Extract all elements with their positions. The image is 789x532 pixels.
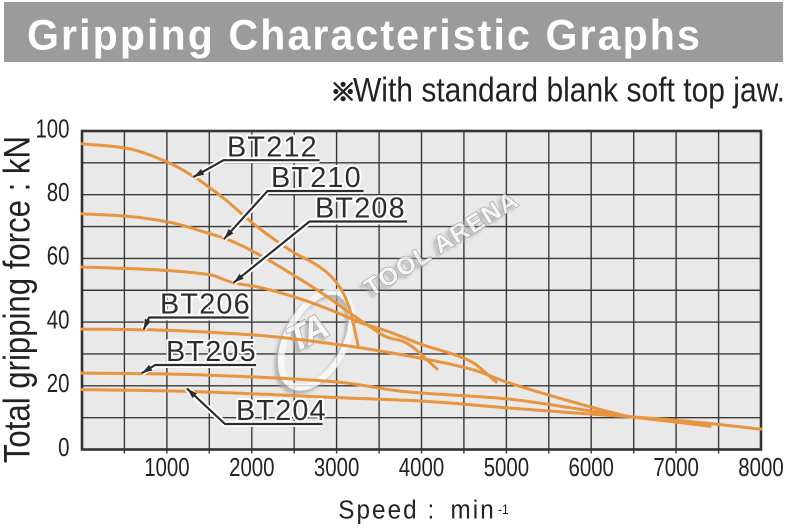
svg-text:6000: 6000 [569, 453, 614, 482]
svg-text:8000: 8000 [738, 453, 783, 482]
svg-text:BT205: BT205 [166, 336, 257, 368]
svg-text:With standard blank soft top j: With standard blank soft top jaw. [353, 71, 785, 109]
svg-text:1000: 1000 [144, 453, 189, 482]
svg-text:Total gripping force : kN: Total gripping force : kN [0, 136, 38, 463]
svg-text:BT208: BT208 [315, 193, 406, 225]
svg-text:20: 20 [47, 369, 70, 398]
svg-text:40: 40 [47, 305, 70, 334]
svg-text:0: 0 [58, 432, 69, 461]
svg-text:3000: 3000 [314, 453, 359, 482]
svg-text:BT212: BT212 [227, 132, 318, 164]
svg-text:100: 100 [35, 114, 69, 143]
svg-text:BT204: BT204 [236, 395, 327, 427]
svg-text:BT206: BT206 [160, 289, 251, 321]
svg-text:4000: 4000 [399, 453, 444, 482]
svg-text:2000: 2000 [229, 453, 274, 482]
svg-text:-1: -1 [498, 501, 509, 517]
svg-text:5000: 5000 [484, 453, 529, 482]
svg-text:80: 80 [47, 178, 70, 207]
svg-text:Gripping Characteristic Graphs: Gripping Characteristic Graphs [27, 11, 702, 59]
svg-text:60: 60 [47, 241, 70, 270]
svg-text:7000: 7000 [653, 453, 698, 482]
svg-text:Speed : min: Speed : min [338, 496, 496, 525]
svg-text:BT210: BT210 [271, 162, 362, 194]
